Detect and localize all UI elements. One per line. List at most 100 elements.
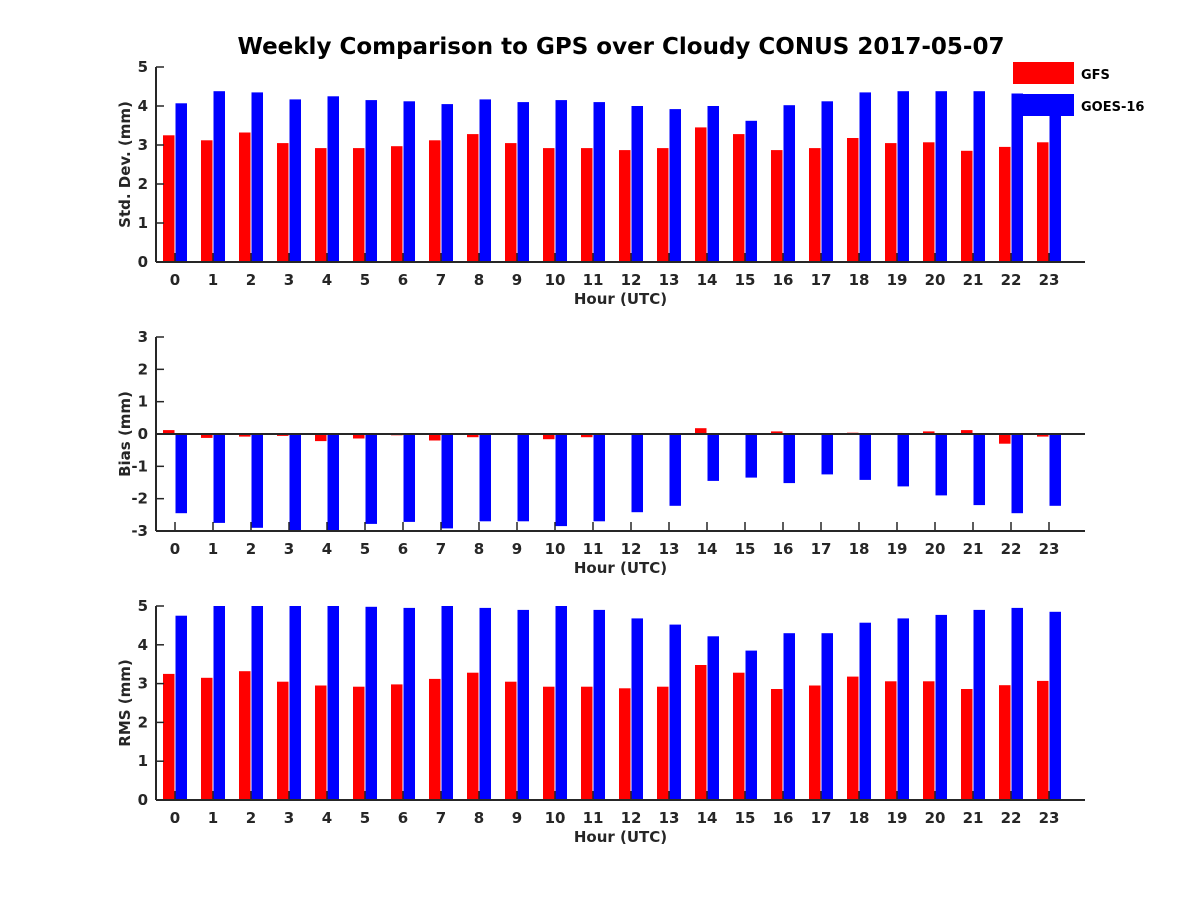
bar-goes-16-hour-12	[631, 434, 643, 513]
x-tick-label: 2	[246, 809, 256, 827]
x-tick-label: 22	[1001, 540, 1022, 558]
x-tick-label: 11	[583, 540, 604, 558]
x-tick-label: 17	[811, 271, 832, 289]
bar-goes-16-hour-9	[517, 102, 529, 262]
bar-goes-16-hour-15	[745, 434, 757, 478]
bar-gfs-hour-10	[543, 148, 555, 262]
x-tick-label: 3	[284, 271, 294, 289]
x-tick-label: 11	[583, 271, 604, 289]
bar-gfs-hour-8	[467, 434, 479, 438]
legend-label-gfs: GFS	[1081, 68, 1110, 83]
bar-goes-16-hour-11	[593, 609, 605, 800]
x-tick-label: 15	[735, 809, 756, 827]
bar-goes-16-hour-18	[859, 434, 871, 480]
x-tick-label: 20	[925, 271, 946, 289]
y-tick-label: 0	[138, 253, 148, 271]
y-tick-label: 0	[138, 791, 148, 809]
bar-gfs-hour-9	[505, 143, 517, 262]
bar-gfs-hour-6	[391, 684, 403, 800]
x-tick-label: 4	[322, 540, 332, 558]
bar-gfs-hour-19	[885, 681, 897, 800]
x-tick-label: 15	[735, 271, 756, 289]
x-tick-label: 10	[545, 540, 566, 558]
x-tick-label: 14	[697, 271, 718, 289]
bar-goes-16-hour-14	[707, 106, 719, 262]
bar-gfs-hour-5	[353, 686, 365, 800]
bar-gfs-hour-13	[657, 148, 669, 262]
y-tick-label: -2	[131, 490, 148, 508]
bar-goes-16-hour-3	[289, 99, 301, 263]
x-tick-label: 17	[811, 809, 832, 827]
y-tick-label: 2	[138, 360, 148, 378]
bar-gfs-hour-2	[239, 671, 251, 800]
x-tick-label: 9	[512, 540, 522, 558]
bar-goes-16-hour-9	[517, 434, 529, 522]
x-tick-label: 20	[925, 540, 946, 558]
bar-goes-16-hour-4	[327, 434, 339, 530]
bar-goes-16-hour-7	[441, 606, 453, 800]
x-tick-label: 15	[735, 540, 756, 558]
x-tick-label: 10	[545, 271, 566, 289]
x-tick-label: 1	[208, 271, 218, 289]
bar-gfs-hour-4	[315, 148, 327, 262]
y-axis-label: RMS (mm)	[116, 659, 134, 746]
bar-gfs-hour-18	[847, 138, 859, 262]
bar-goes-16-hour-18	[859, 92, 871, 263]
x-tick-label: 4	[322, 271, 332, 289]
bar-gfs-hour-16	[771, 431, 783, 434]
bar-gfs-hour-1	[201, 140, 213, 262]
bar-goes-16-hour-22	[1011, 607, 1023, 800]
bar-gfs-hour-4	[315, 434, 327, 442]
bar-goes-16-hour-5	[365, 606, 377, 800]
legend-swatch-goes-16	[1013, 94, 1074, 116]
bar-goes-16-hour-5	[365, 434, 377, 524]
bar-gfs-hour-0	[163, 673, 175, 800]
x-tick-label: 9	[512, 809, 522, 827]
bar-gfs-hour-16	[771, 150, 783, 262]
bar-gfs-hour-13	[657, 686, 669, 800]
bar-gfs-hour-21	[961, 689, 973, 800]
bar-gfs-hour-18	[847, 676, 859, 800]
y-tick-label: 3	[138, 675, 148, 693]
y-axis-label: Std. Dev. (mm)	[116, 101, 134, 228]
x-tick-label: 23	[1039, 540, 1060, 558]
bar-gfs-hour-5	[353, 434, 365, 439]
bar-gfs-hour-20	[923, 142, 935, 262]
bar-goes-16-hour-23	[1049, 107, 1061, 263]
bar-gfs-hour-22	[999, 685, 1011, 800]
bar-goes-16-hour-11	[593, 102, 605, 262]
bar-gfs-hour-11	[581, 148, 593, 262]
bar-goes-16-hour-16	[783, 434, 795, 484]
bar-goes-16-hour-18	[859, 622, 871, 800]
bar-gfs-hour-14	[695, 127, 707, 263]
x-tick-label: 22	[1001, 809, 1022, 827]
bar-gfs-hour-15	[733, 134, 745, 262]
x-tick-label: 6	[398, 540, 408, 558]
bar-goes-16-hour-21	[973, 434, 985, 506]
bar-gfs-hour-5	[353, 148, 365, 262]
bar-goes-16-hour-6	[403, 607, 415, 800]
y-tick-label: 5	[138, 597, 148, 615]
bar-goes-16-hour-17	[821, 101, 833, 262]
x-tick-label: 19	[887, 809, 908, 827]
bar-goes-16-hour-20	[935, 91, 947, 262]
bar-goes-16-hour-8	[479, 434, 491, 522]
bar-gfs-hour-20	[923, 431, 935, 434]
bar-gfs-hour-23	[1037, 142, 1049, 262]
x-tick-label: 21	[963, 540, 984, 558]
x-tick-label: 6	[398, 271, 408, 289]
x-tick-label: 5	[360, 271, 370, 289]
x-tick-label: 16	[773, 271, 794, 289]
bar-goes-16-hour-6	[403, 434, 415, 522]
bar-goes-16-hour-0	[175, 434, 187, 514]
bar-goes-16-hour-23	[1049, 611, 1061, 800]
x-tick-label: 21	[963, 271, 984, 289]
x-axis-label: Hour (UTC)	[574, 290, 667, 308]
bar-gfs-hour-14	[695, 665, 707, 800]
bar-gfs-hour-21	[961, 150, 973, 262]
x-tick-label: 13	[659, 540, 680, 558]
bar-gfs-hour-1	[201, 434, 213, 438]
bar-gfs-hour-0	[163, 430, 175, 434]
